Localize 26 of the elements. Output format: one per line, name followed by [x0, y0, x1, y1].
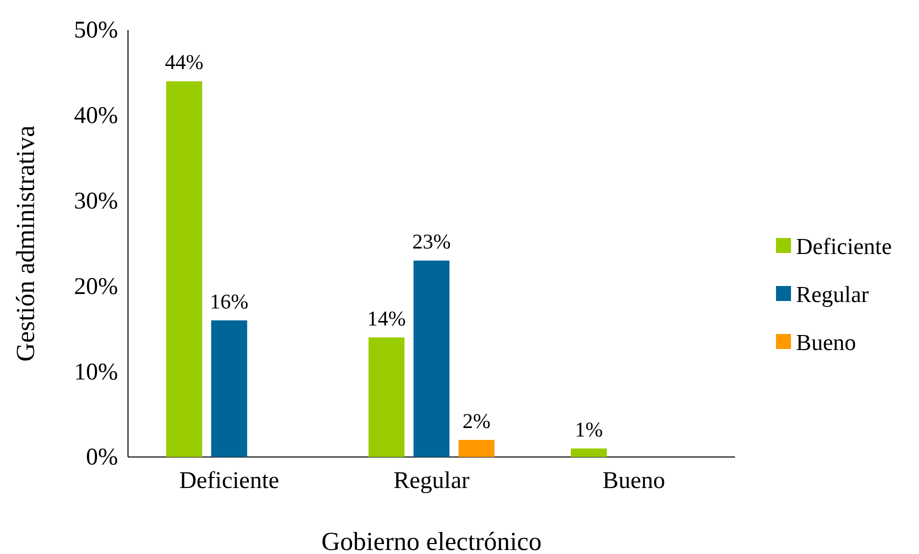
bar: [458, 440, 494, 457]
legend-label: Bueno: [796, 330, 856, 355]
data-label: 16%: [210, 289, 248, 314]
bar: [211, 320, 248, 457]
x-tick-label: Regular: [394, 468, 470, 494]
x-tick-label: Deficiente: [179, 468, 280, 494]
y-tick-label: 0%: [86, 444, 118, 471]
y-tick-label: 20%: [74, 274, 118, 300]
y-tick-label: 30%: [74, 188, 118, 214]
data-label: 2%: [462, 408, 490, 433]
x-axis-title: Gobierno electrónico: [321, 527, 542, 554]
y-tick-label: 50%: [74, 18, 118, 44]
legend-label: Deficiente: [796, 234, 892, 259]
y-tick-label: 10%: [74, 359, 118, 386]
x-tick-label: Bueno: [602, 468, 666, 494]
data-label: 23%: [412, 230, 451, 254]
data-label: 44%: [164, 50, 204, 74]
data-label: 14%: [367, 306, 406, 330]
data-label: 1%: [574, 417, 603, 442]
y-tick-label: 40%: [74, 103, 118, 130]
bar: [368, 337, 404, 457]
bar: [414, 260, 450, 457]
bar: [570, 448, 607, 457]
bar: [166, 81, 202, 457]
y-axis-title: Gestión administrativa: [11, 124, 40, 362]
legend-label: Regular: [796, 282, 870, 307]
